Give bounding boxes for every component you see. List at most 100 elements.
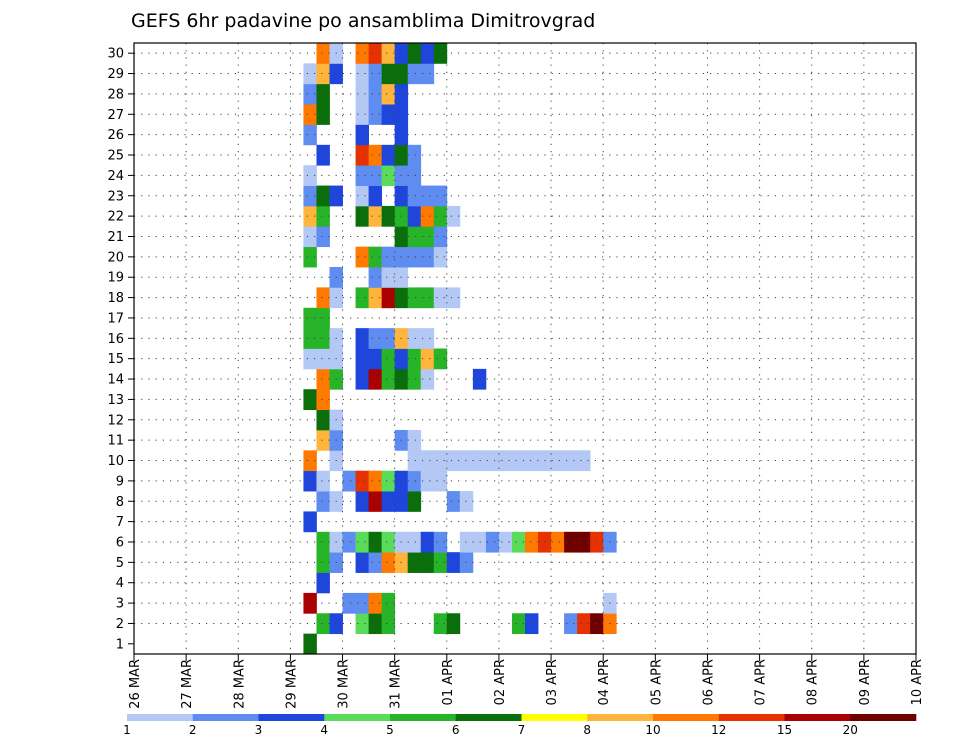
y-tick-label: 11 bbox=[107, 434, 124, 449]
heatmap-cell-m6-t17 bbox=[355, 531, 369, 553]
heatmap-cell-m2-t24 bbox=[446, 613, 461, 635]
heatmap-cell-m18-t23 bbox=[433, 287, 448, 309]
heatmap-cell-m10-t28 bbox=[498, 450, 513, 472]
heatmap-cell-m23-t14 bbox=[316, 185, 330, 207]
heatmap-cell-m9-t17 bbox=[355, 470, 369, 492]
y-tick-label: 6 bbox=[116, 535, 124, 550]
legend-label: 7 bbox=[518, 723, 526, 737]
heatmap-cell-m26-t13 bbox=[303, 124, 317, 146]
heatmap-cell-m27-t13 bbox=[303, 104, 317, 125]
heatmap-cell-m10-t24 bbox=[446, 450, 461, 472]
heatmap-cell-m23-t18 bbox=[368, 185, 383, 207]
heatmap-cell-m25-t21 bbox=[407, 144, 422, 166]
legend-label: 8 bbox=[583, 723, 591, 737]
heatmap-cell-m14-t14 bbox=[316, 368, 330, 390]
heatmap-cell-m14-t21 bbox=[407, 368, 422, 390]
heatmap-cell-m2-t19 bbox=[381, 613, 396, 635]
heatmap-cell-m5-t14 bbox=[316, 552, 330, 573]
y-tick-label: 20 bbox=[107, 250, 124, 265]
heatmap-cell-m20-t18 bbox=[368, 246, 383, 268]
legend-swatch bbox=[390, 714, 457, 721]
heatmap-cell-m20-t17 bbox=[355, 246, 369, 268]
y-tick-label: 21 bbox=[107, 230, 124, 245]
heatmap-cell-m18-t19 bbox=[381, 287, 396, 309]
heatmap-cell-m2-t33 bbox=[564, 613, 578, 635]
heatmap-cell-m20-t19 bbox=[381, 246, 396, 268]
y-tick-label: 27 bbox=[107, 108, 124, 123]
legend-swatch bbox=[718, 714, 785, 721]
legend-swatch bbox=[455, 714, 522, 721]
x-tick-label: 09 APR bbox=[858, 659, 873, 705]
heatmap-cell-m15-t23 bbox=[433, 348, 448, 370]
legend-swatch bbox=[521, 714, 588, 721]
heatmap-cell-m30-t17 bbox=[355, 43, 369, 64]
heatmap-cell-m10-t27 bbox=[485, 450, 500, 472]
heatmap-cell-m29-t19 bbox=[381, 63, 396, 85]
legend-label: 2 bbox=[189, 723, 197, 737]
y-tick-label: 2 bbox=[116, 617, 124, 632]
heatmap-cell-m6-t19 bbox=[381, 531, 396, 553]
heatmap-cell-m15-t22 bbox=[420, 348, 435, 370]
heatmap-cell-m15-t13 bbox=[303, 348, 317, 370]
heatmap-cell-m6-t29 bbox=[511, 531, 526, 553]
x-tick-label: 02 APR bbox=[493, 659, 508, 705]
heatmap-cell-m20-t22 bbox=[420, 246, 435, 268]
heatmap-cell-m2-t18 bbox=[368, 613, 383, 635]
y-tick-label: 23 bbox=[107, 189, 124, 204]
legend-label: 5 bbox=[386, 723, 394, 737]
legend-swatch bbox=[258, 714, 325, 721]
heatmap-cell-m30-t23 bbox=[433, 43, 448, 64]
heatmap-cell-m27-t14 bbox=[316, 104, 330, 125]
legend-label: 6 bbox=[452, 723, 460, 737]
heatmap-cell-m6-t32 bbox=[551, 531, 565, 553]
y-tick-label: 10 bbox=[107, 454, 124, 469]
y-tick-label: 9 bbox=[116, 474, 124, 489]
y-tick-label: 8 bbox=[116, 495, 124, 510]
heatmap-cell-m16-t22 bbox=[420, 328, 435, 349]
x-tick-label: 26 MAR bbox=[128, 659, 143, 709]
heatmap-cell-m20-t21 bbox=[407, 246, 422, 268]
heatmap-cell-m1-t13 bbox=[303, 633, 317, 655]
heatmap-cell-m2-t29 bbox=[511, 613, 526, 635]
heatmap-cell-m19-t19 bbox=[381, 267, 396, 288]
heatmap-cell-m24-t19 bbox=[381, 165, 396, 186]
heatmap-cell-m22-t22 bbox=[420, 205, 435, 227]
heatmap-cell-m28-t14 bbox=[316, 83, 330, 105]
color-legend: 1 2 3 4 5 6 7 8 10 12 15 20 bbox=[123, 714, 917, 737]
legend-label: 3 bbox=[255, 723, 263, 737]
y-tick-label: 28 bbox=[107, 87, 124, 102]
heatmap-cell-m5-t24 bbox=[446, 552, 461, 573]
legend-swatch bbox=[587, 714, 654, 721]
heatmap-cell-m6-t34 bbox=[577, 531, 591, 553]
heatmap-cell-m30-t14 bbox=[316, 43, 330, 64]
heatmap-cell-m11-t14 bbox=[316, 429, 330, 451]
heatmap-cell-m5-t19 bbox=[381, 552, 396, 573]
heatmap-cell-m10-t22 bbox=[420, 450, 435, 472]
x-tick-label: 29 MAR bbox=[284, 659, 299, 709]
heatmap-cell-m21-t23 bbox=[433, 226, 448, 248]
x-tick-label: 03 APR bbox=[545, 659, 560, 705]
heatmap-cell-m21-t13 bbox=[303, 226, 317, 248]
heatmap-cell-m29-t21 bbox=[407, 63, 422, 85]
heatmap-cell-m20-t13 bbox=[303, 246, 317, 268]
heatmap-cell-m7-t13 bbox=[303, 511, 317, 533]
heatmap-cell-m22-t21 bbox=[407, 205, 422, 227]
y-tick-label: 22 bbox=[107, 210, 124, 225]
heatmap-cell-m21-t21 bbox=[407, 226, 422, 248]
heatmap-cell-m18-t24 bbox=[446, 287, 461, 309]
heatmap-cell-m10-t25 bbox=[459, 450, 474, 472]
legend-swatch bbox=[850, 714, 917, 721]
y-tick-label: 13 bbox=[107, 393, 124, 408]
y-tick-label: 7 bbox=[116, 515, 124, 530]
heatmap-cell-m2-t17 bbox=[355, 613, 369, 635]
heatmap-cell-m23-t21 bbox=[407, 185, 422, 207]
heatmap-cell-m6-t22 bbox=[420, 531, 435, 553]
heatmap-cell-m3-t17 bbox=[355, 592, 369, 614]
x-tick-label: 06 APR bbox=[702, 659, 717, 705]
heatmap-cell-m24-t17 bbox=[355, 165, 369, 186]
heatmap-cell-m5-t18 bbox=[368, 552, 383, 573]
heatmap-cell-m28-t13 bbox=[303, 83, 317, 105]
heatmap-cell-m12-t14 bbox=[316, 409, 330, 431]
heatmap-cell-m29-t17 bbox=[355, 63, 369, 85]
heatmap-cell-m6-t28 bbox=[498, 531, 513, 553]
